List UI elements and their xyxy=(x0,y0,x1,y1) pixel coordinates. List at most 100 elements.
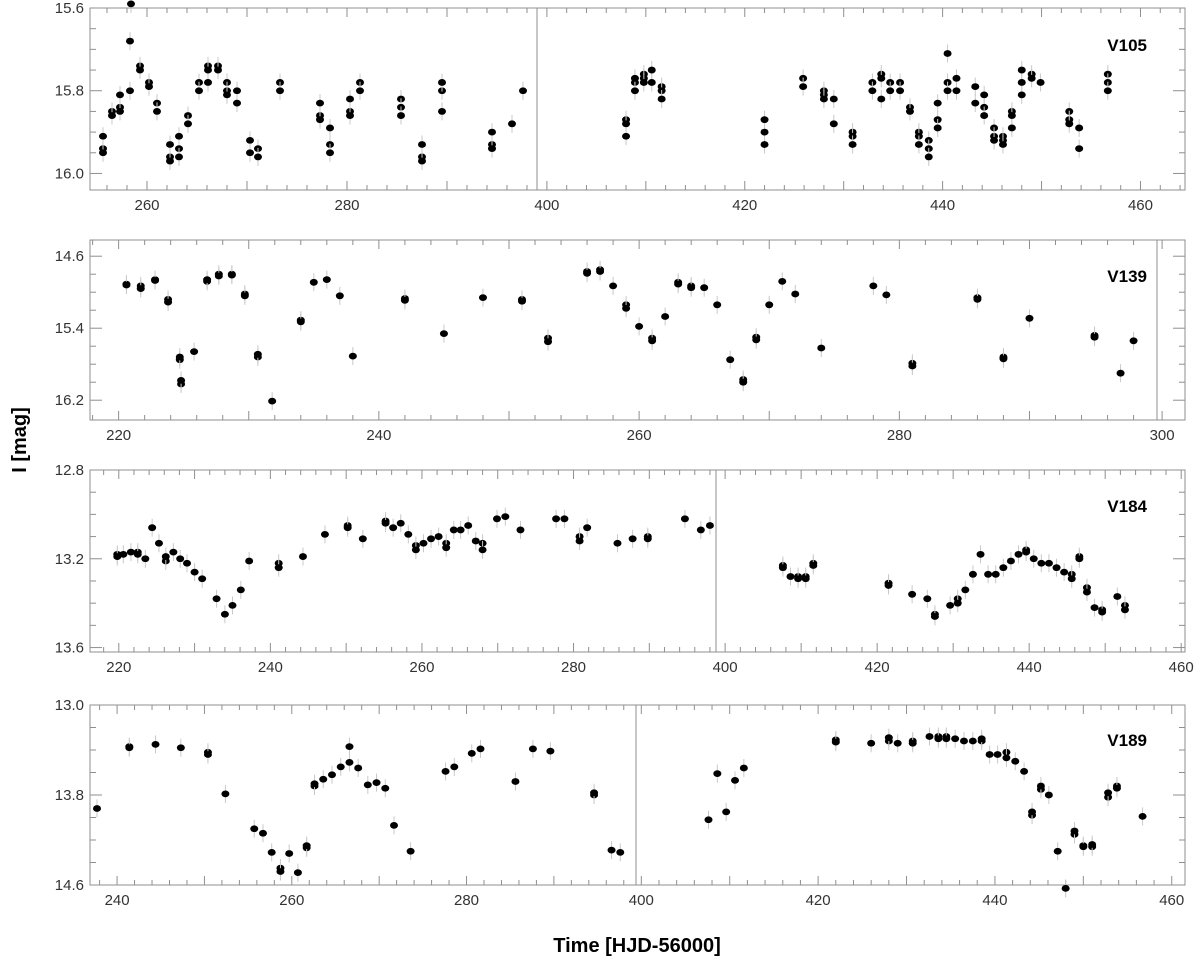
data-point xyxy=(419,539,428,547)
data-point xyxy=(639,79,648,86)
data-point xyxy=(778,278,787,285)
x-tick-label: 280 xyxy=(887,427,912,444)
data-point xyxy=(441,767,450,775)
data-point xyxy=(700,284,709,292)
data-point xyxy=(552,515,561,523)
data-point xyxy=(99,132,107,140)
data-point xyxy=(119,550,128,558)
data-point xyxy=(488,128,496,136)
data-point xyxy=(647,79,656,86)
data-point xyxy=(175,132,183,140)
data-point xyxy=(968,570,977,578)
data-point xyxy=(590,789,599,797)
data-point xyxy=(439,330,448,337)
data-point xyxy=(221,790,230,798)
data-point xyxy=(990,136,999,144)
data-point xyxy=(1007,112,1016,119)
data-point xyxy=(980,91,989,99)
data-point xyxy=(1075,555,1084,563)
data-point xyxy=(153,108,161,115)
data-point xyxy=(99,149,107,157)
data-point xyxy=(390,821,399,829)
data-point xyxy=(959,737,968,745)
data-point xyxy=(1022,548,1031,556)
data-point xyxy=(450,763,459,771)
y-tick-label: 13.0 xyxy=(55,697,84,714)
data-point xyxy=(817,344,826,352)
data-point xyxy=(116,91,124,99)
data-point xyxy=(214,272,223,280)
data-point xyxy=(346,95,354,103)
panel-v105: 15.6 15.8 16.0 260 280 400 420 440 460 V105 xyxy=(55,0,1186,214)
data-point xyxy=(976,550,985,558)
data-point xyxy=(791,290,800,298)
data-point xyxy=(1112,784,1121,792)
data-point xyxy=(246,136,254,144)
data-point xyxy=(1007,124,1016,132)
data-point xyxy=(471,537,480,545)
data-point xyxy=(254,153,262,161)
data-point xyxy=(739,378,748,386)
data-point xyxy=(778,564,787,572)
data-point xyxy=(739,764,748,772)
y-tick-label: 13.2 xyxy=(55,551,84,568)
data-point xyxy=(183,559,192,567)
data-point xyxy=(1090,604,1099,612)
data-point xyxy=(276,868,285,875)
data-point xyxy=(516,526,525,534)
data-point xyxy=(952,87,961,95)
data-point xyxy=(327,771,336,779)
data-point xyxy=(546,747,555,755)
data-point xyxy=(122,281,131,289)
data-point xyxy=(363,781,372,789)
data-point xyxy=(212,595,221,603)
data-point xyxy=(320,530,329,538)
data-point xyxy=(896,87,905,95)
data-point xyxy=(648,337,657,345)
data-point xyxy=(893,739,902,747)
data-point xyxy=(583,524,592,532)
data-point xyxy=(381,519,390,527)
data-point xyxy=(943,87,952,95)
data-point xyxy=(236,586,245,594)
y-tick-label: 14.6 xyxy=(55,877,84,894)
data-point xyxy=(126,87,134,95)
data-point xyxy=(924,153,933,161)
data-point xyxy=(478,294,487,301)
data-point xyxy=(1044,791,1053,799)
data-point xyxy=(980,112,989,119)
y-tick-label: 14.6 xyxy=(55,248,84,265)
data-point xyxy=(1052,564,1061,572)
panel-v139: 14.6 15.4 16.2 220 240 260 280 300 V139 xyxy=(55,239,1186,444)
star-label: V105 xyxy=(1107,36,1147,55)
data-point xyxy=(108,112,116,119)
y-tick-label: 15.6 xyxy=(55,0,84,17)
data-point xyxy=(607,846,616,854)
panels: 15.6 15.8 16.0 260 280 400 420 440 460 V105 14.6 15… xyxy=(55,0,1194,909)
data-point xyxy=(476,745,485,753)
data-point xyxy=(258,829,267,837)
panel-v189: 13.0 13.8 14.6 240 260 280 400 420 440 460 V189 xyxy=(55,697,1186,909)
data-point xyxy=(635,323,644,330)
data-point xyxy=(233,87,241,95)
data-point xyxy=(518,297,527,305)
y-tick-label: 16.0 xyxy=(55,165,84,182)
data-point xyxy=(151,277,160,284)
x-tick-label: 300 xyxy=(1150,427,1175,444)
data-point xyxy=(176,744,185,752)
data-point xyxy=(268,397,277,405)
data-point xyxy=(914,141,923,148)
data-point xyxy=(908,362,917,370)
data-point xyxy=(438,108,446,115)
data-point xyxy=(274,564,283,572)
data-point xyxy=(1129,337,1138,345)
data-point xyxy=(434,533,443,540)
data-point xyxy=(276,87,284,95)
data-point xyxy=(127,0,135,8)
data-point xyxy=(726,356,735,364)
data-point xyxy=(1104,789,1113,797)
data-point xyxy=(190,568,199,576)
data-point xyxy=(175,353,184,361)
data-point xyxy=(1070,827,1079,835)
